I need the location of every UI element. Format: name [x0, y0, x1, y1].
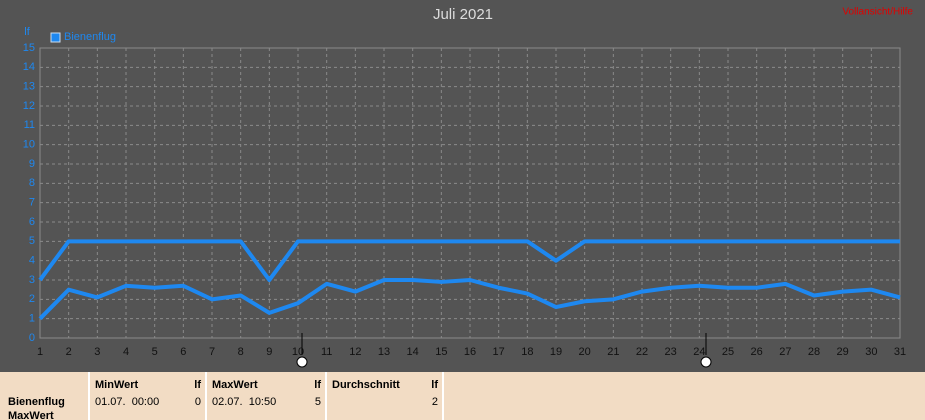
row-label: Bienenflug — [8, 396, 65, 408]
x-tick-label: 22 — [636, 346, 648, 358]
group-unit: lf — [194, 379, 201, 391]
x-tick-label: 16 — [464, 346, 476, 358]
y-tick-label: 7 — [29, 197, 35, 209]
data-line — [38, 278, 901, 321]
x-tick-label: 9 — [266, 346, 272, 358]
x-tick-label: 23 — [665, 346, 677, 358]
group-title: MaxWert — [212, 379, 258, 391]
data-line — [38, 239, 900, 282]
y-tick-label: 12 — [23, 100, 35, 112]
y-tick-label: 1 — [29, 313, 35, 325]
y-tick-label: 6 — [29, 216, 35, 228]
y-tick-label: 10 — [23, 139, 35, 151]
help-link[interactable]: Vollansicht/Hilfe — [842, 7, 913, 18]
y-tick-label: 3 — [29, 274, 35, 286]
x-tick-label: 8 — [238, 346, 244, 358]
event-marker[interactable] — [700, 356, 712, 368]
table-end — [442, 372, 444, 420]
y-tick-label: 9 — [29, 158, 35, 170]
y-tick-label: 13 — [23, 81, 35, 93]
x-tick-label: 3 — [94, 346, 100, 358]
group-value: 5 — [314, 396, 321, 408]
table-group: MaxWert lf 02.07. 10:50 5 — [205, 372, 327, 420]
group-title: MinWert — [95, 379, 139, 391]
event-marker[interactable] — [296, 356, 308, 368]
row-label: MaxWert — [8, 410, 54, 420]
x-tick-label: 6 — [180, 346, 186, 358]
chart-title: Juli 2021 — [433, 6, 493, 23]
group-title: Durchschnitt — [332, 379, 400, 391]
y-tick-label: 0 — [29, 332, 35, 344]
y-tick-label: 4 — [29, 255, 35, 267]
x-tick-label: 28 — [808, 346, 820, 358]
group-time: 02.07. 10:50 — [212, 396, 277, 408]
x-tick-label: 13 — [378, 346, 390, 358]
x-tick-label: 20 — [579, 346, 591, 358]
summary-table: Bienenflug MaxWert MinWert lf 01.07. 00:00 0 M… — [0, 372, 925, 420]
y-tick-label: 5 — [29, 235, 35, 247]
x-tick-label: 19 — [550, 346, 562, 358]
chart: Juli 2021 Vollansicht/Hilfe lf 012345678… — [23, 6, 913, 368]
x-tick-label: 11 — [321, 346, 332, 358]
x-tick-label: 12 — [349, 346, 361, 358]
y-tick-label: 2 — [29, 293, 35, 305]
group-value: 2 — [431, 396, 438, 408]
x-tick-label: 21 — [607, 346, 619, 358]
group-unit: lf — [431, 379, 438, 391]
x-tick-label: 14 — [407, 346, 419, 358]
x-tick-label: 29 — [837, 346, 849, 358]
y-axis-label: lf — [24, 26, 30, 38]
x-tick-label: 7 — [209, 346, 215, 358]
y-tick-label: 14 — [23, 61, 35, 73]
x-tick-label: 1 — [37, 346, 43, 358]
x-tick-label: 30 — [865, 346, 877, 358]
legend-swatch — [50, 32, 61, 43]
legend-label: Bienenflug — [64, 31, 116, 43]
x-tick-label: 24 — [693, 346, 705, 358]
y-tick-label: 11 — [24, 119, 35, 131]
group-unit: lf — [314, 379, 321, 391]
y-tick-label: 8 — [29, 177, 35, 189]
x-tick-label: 5 — [152, 346, 158, 358]
group-value: 0 — [194, 396, 201, 408]
x-tick-label: 18 — [521, 346, 533, 358]
x-tick-label: 10 — [292, 346, 304, 358]
x-tick-label: 27 — [779, 346, 791, 358]
x-tick-label: 2 — [66, 346, 72, 358]
x-tick-label: 4 — [123, 346, 129, 358]
y-tick-label: 15 — [23, 42, 35, 54]
group-time: 01.07. 00:00 — [95, 396, 160, 408]
table-group: Durchschnitt lf 2 — [325, 372, 444, 420]
table-group: MinWert lf 01.07. 00:00 0 — [88, 372, 207, 420]
x-tick-label: 31 — [894, 346, 906, 358]
x-tick-label: 26 — [751, 346, 763, 358]
x-tick-label: 15 — [435, 346, 447, 358]
x-tick-label: 25 — [722, 346, 734, 358]
x-tick-label: 17 — [493, 346, 505, 358]
